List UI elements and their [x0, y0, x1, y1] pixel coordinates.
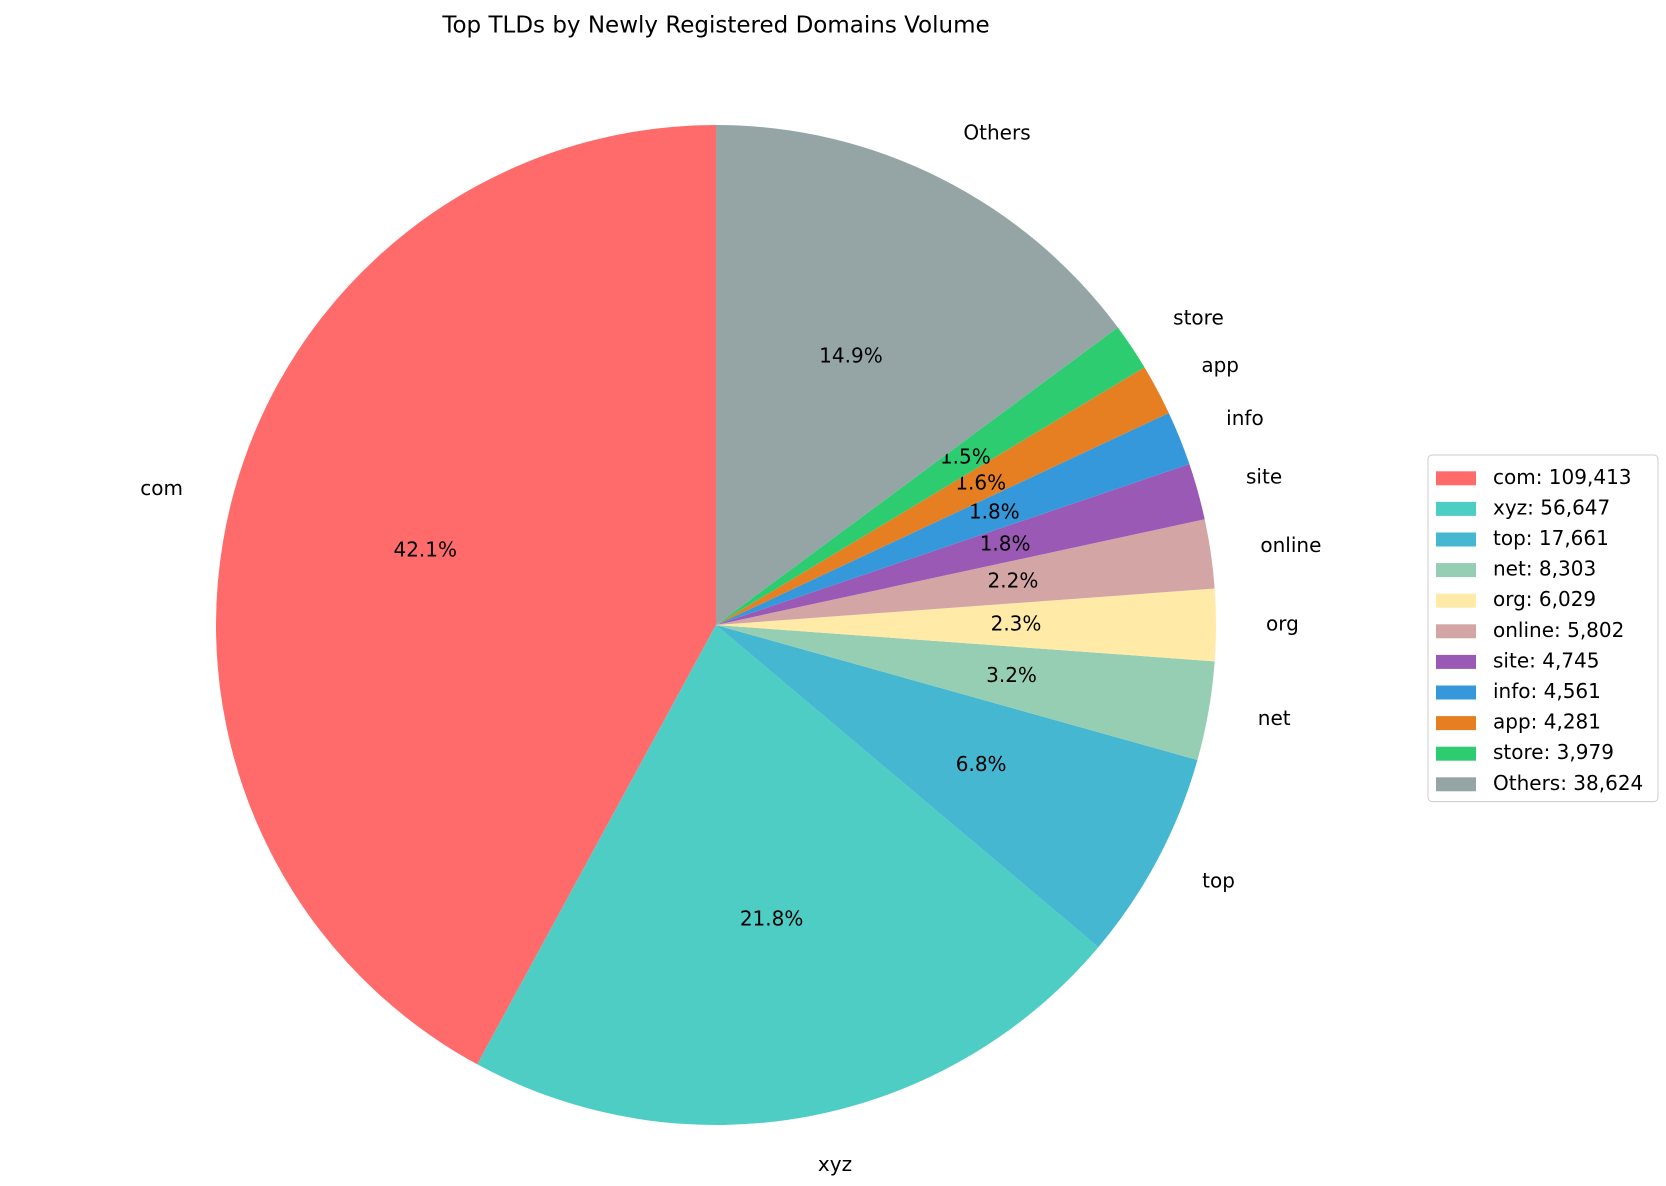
- slice-label: app: [1201, 353, 1239, 377]
- percent-label: 1.8%: [980, 531, 1031, 555]
- legend-swatch: [1436, 471, 1476, 486]
- slice-label: com: [140, 476, 183, 500]
- legend-label: com: 109,413: [1493, 465, 1632, 489]
- legend-swatch: [1436, 777, 1476, 792]
- legend-swatch: [1436, 532, 1476, 547]
- slice-label: xyz: [818, 1152, 852, 1176]
- percent-label: 3.2%: [986, 663, 1037, 687]
- legend-swatch: [1436, 593, 1476, 608]
- legend-label: Others: 38,624: [1493, 771, 1643, 795]
- pie-wedge: [215, 125, 716, 1065]
- slice-label: top: [1202, 869, 1235, 893]
- pie-wedge: [716, 464, 1205, 625]
- legend-label: xyz: 56,647: [1493, 495, 1610, 519]
- pie-wedge: [477, 625, 1099, 1125]
- slice-label: online: [1260, 533, 1321, 557]
- legend-swatch: [1436, 654, 1476, 669]
- pie-wedge: [716, 367, 1169, 625]
- pie-wedge: [716, 125, 1118, 625]
- pie-wedge: [716, 327, 1145, 625]
- legend-swatch: [1436, 624, 1476, 639]
- legend-label: online: 5,802: [1493, 618, 1624, 642]
- pie-wedge: [716, 412, 1190, 625]
- slice-label: info: [1226, 406, 1264, 430]
- legend-label: app: 4,281: [1493, 710, 1601, 734]
- slice-label: store: [1173, 306, 1224, 330]
- slice-label: net: [1258, 706, 1291, 730]
- pie-wedge: [716, 588, 1216, 662]
- legend-label: net: 8,303: [1493, 557, 1596, 581]
- slice-label: site: [1246, 465, 1282, 489]
- percent-label: 2.2%: [988, 569, 1039, 593]
- percent-label: 42.1%: [393, 538, 457, 562]
- legend-label: org: 6,029: [1493, 587, 1596, 611]
- percent-label: 14.9%: [819, 344, 883, 368]
- legend-label: top: 17,661: [1493, 526, 1609, 550]
- slice-label: Others: [963, 120, 1030, 144]
- pie-wedge: [716, 625, 1215, 760]
- legend-swatch: [1436, 746, 1476, 761]
- percent-label: 6.8%: [956, 752, 1007, 776]
- legend-swatch: [1436, 563, 1476, 578]
- pie-wedge: [716, 519, 1215, 625]
- pie-wedge: [716, 625, 1198, 948]
- percent-label: 1.8%: [969, 499, 1020, 523]
- legend-swatch: [1436, 501, 1476, 516]
- legend-swatch: [1436, 716, 1476, 731]
- slice-label: org: [1266, 611, 1299, 635]
- percent-label: 21.8%: [740, 906, 804, 930]
- chart-title: Top TLDs by Newly Registered Domains Vol…: [441, 13, 989, 39]
- legend-label: info: 4,561: [1493, 679, 1601, 703]
- percent-label: 2.3%: [991, 611, 1042, 635]
- legend-label: site: 4,745: [1493, 648, 1599, 672]
- legend-box: [1427, 454, 1659, 803]
- legend-label: store: 3,979: [1493, 740, 1614, 764]
- legend-swatch: [1436, 685, 1476, 700]
